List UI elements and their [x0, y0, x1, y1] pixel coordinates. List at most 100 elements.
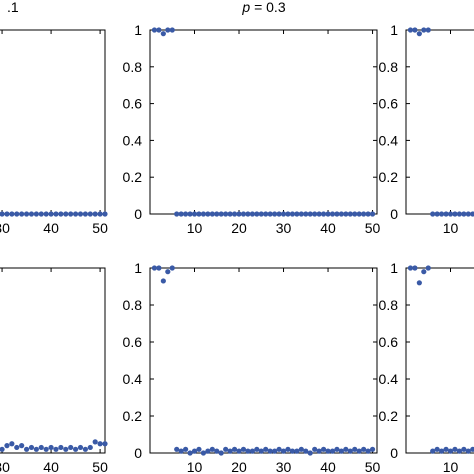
chart-title: .1 — [7, 0, 19, 15]
data-point — [369, 446, 376, 452]
data-point — [236, 211, 242, 217]
y-tick-label: 0.6 — [379, 96, 399, 112]
data-point — [183, 211, 189, 217]
x-tick-label: 50 — [365, 459, 381, 474]
data-point — [439, 448, 445, 454]
data-point — [303, 448, 309, 454]
data-point — [280, 211, 287, 217]
data-point — [160, 278, 166, 284]
data-point — [280, 448, 287, 454]
data-point — [9, 211, 15, 217]
data-point — [407, 27, 414, 33]
data-point — [294, 448, 300, 454]
data-point — [174, 446, 180, 452]
data-point — [63, 211, 69, 217]
x-tick-label: 40 — [320, 459, 336, 474]
data-point — [430, 211, 436, 217]
axes-box — [405, 267, 474, 454]
data-point — [19, 443, 25, 449]
data-point — [23, 446, 30, 452]
data-point — [338, 448, 344, 454]
data-point — [63, 446, 69, 452]
data-point — [298, 446, 304, 452]
data-point — [447, 448, 454, 454]
data-point — [343, 446, 349, 452]
chart-panel-top-left: 30 40 50 .1 — [0, 0, 108, 236]
data-point — [249, 448, 255, 454]
data-point — [231, 211, 238, 217]
data-point — [447, 211, 454, 217]
data-point — [48, 211, 54, 217]
data-point — [183, 446, 189, 452]
x-tick-label: 50 — [92, 220, 108, 236]
data-point — [412, 265, 418, 271]
y-tick-label: 0.4 — [379, 132, 399, 148]
data-point — [28, 444, 35, 451]
data-point — [53, 446, 59, 452]
data-point — [236, 448, 242, 454]
x-tick-label: 10 — [187, 459, 203, 474]
data-point — [452, 446, 458, 452]
data-point — [452, 211, 458, 217]
data-point — [365, 448, 371, 454]
data-point — [218, 450, 224, 456]
data-point — [58, 211, 64, 217]
data-point — [254, 211, 260, 217]
y-tick-label: 0.8 — [123, 297, 143, 313]
data-point — [245, 211, 251, 217]
data-point — [38, 444, 44, 451]
data-point — [38, 211, 44, 217]
y-tick-label: 0.4 — [379, 371, 399, 387]
data-point — [425, 265, 431, 271]
y-tick-label: 0.8 — [379, 59, 399, 75]
y-tick-label: 0 — [134, 445, 142, 461]
data-point — [443, 446, 449, 452]
data-point — [361, 446, 367, 452]
y-tick-label: 0.4 — [123, 132, 143, 148]
data-point — [289, 211, 296, 217]
data-point — [187, 211, 193, 217]
data-point — [365, 211, 371, 217]
data-point — [223, 211, 229, 217]
data-point — [43, 446, 49, 452]
data-point — [191, 211, 198, 217]
data-point — [200, 211, 207, 217]
chart-panel-top-right: 0 0.2 0.4 0.6 0.8 1 10 — [379, 22, 474, 236]
data-point — [23, 211, 30, 217]
data-point — [0, 211, 5, 217]
data-point — [421, 269, 427, 275]
data-point — [303, 211, 309, 217]
data-point — [223, 446, 229, 452]
data-point — [416, 280, 422, 286]
data-point — [412, 27, 418, 33]
x-tick-label: 10 — [443, 459, 459, 474]
data-point — [343, 211, 349, 217]
data-point — [407, 265, 414, 271]
chart-panel-bottom-left: 30 40 50 — [0, 267, 108, 474]
data-point — [4, 211, 10, 217]
data-point — [169, 27, 175, 33]
x-tick-label: 40 — [43, 459, 59, 474]
data-point — [254, 446, 260, 452]
data-point — [68, 444, 74, 451]
data-point — [430, 448, 436, 454]
data-point — [267, 211, 273, 217]
data-point — [196, 211, 202, 217]
data-point — [316, 448, 322, 454]
data-point — [347, 211, 353, 217]
x-tick-label: 30 — [0, 459, 10, 474]
data-point — [227, 211, 233, 217]
data-point — [72, 446, 79, 452]
x-tick-label: 10 — [187, 220, 203, 236]
chart-panel-bottom-middle: 0 0.2 0.4 0.6 0.8 1 10 20 30 40 50 — [123, 260, 381, 474]
y-tick-label: 0 — [390, 206, 398, 222]
data-point — [347, 448, 353, 454]
data-point — [214, 448, 220, 454]
data-point — [227, 448, 233, 454]
data-point — [92, 439, 98, 445]
y-tick-label: 0.2 — [123, 408, 143, 424]
y-tick-label: 0.2 — [123, 169, 143, 185]
data-point — [165, 27, 171, 33]
data-point — [245, 448, 251, 454]
x-tick-label: 10 — [443, 220, 459, 236]
